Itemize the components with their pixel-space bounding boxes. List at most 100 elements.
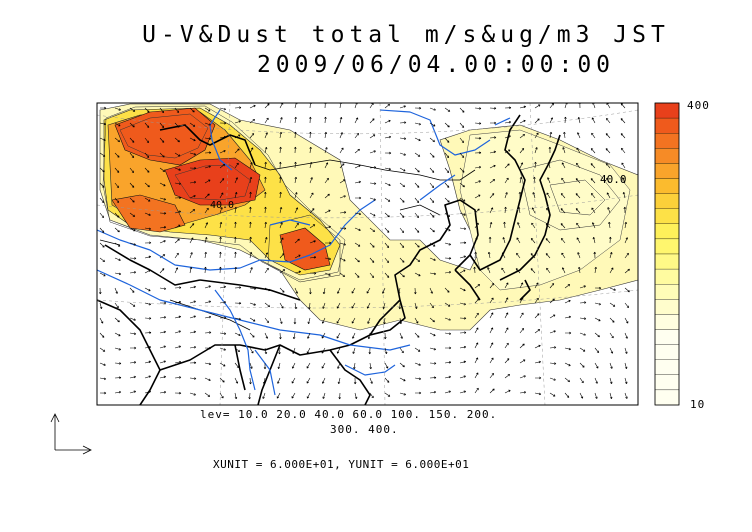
wind-arrow (204, 346, 212, 350)
wind-arrow (549, 131, 553, 139)
wind-arrow (489, 207, 494, 214)
wind-arrow (429, 107, 436, 111)
wind-arrow (429, 272, 437, 276)
wind-arrow (219, 164, 226, 169)
wind-arrow (504, 177, 509, 184)
wind-arrow (174, 196, 182, 200)
wind-arrow (309, 240, 316, 244)
wind-arrow (609, 287, 616, 291)
wind-arrow (309, 131, 312, 139)
wind-arrow (561, 252, 566, 259)
colorbar-swatch (654, 268, 680, 285)
wind-arrow (99, 332, 105, 338)
wind-arrow (429, 182, 434, 188)
wind-arrow (219, 362, 226, 367)
wind-arrow (144, 241, 152, 245)
wind-arrow (414, 122, 422, 126)
wind-arrow (204, 122, 211, 126)
wind-arrow (337, 377, 341, 385)
wind-arrow (474, 180, 481, 184)
wind-arrow (309, 192, 314, 199)
wind-arrow (189, 166, 197, 170)
colorbar-swatch (654, 344, 680, 360)
wind-arrow (609, 362, 613, 369)
wind-arrow (279, 176, 282, 184)
wind-arrow (489, 297, 494, 304)
wind-arrow (144, 197, 151, 202)
wind-arrow (249, 377, 252, 385)
wind-arrow (264, 287, 271, 292)
wind-arrow (264, 161, 267, 169)
wind-arrow (234, 120, 241, 124)
wind-arrow (292, 332, 296, 340)
wind-arrow (516, 252, 521, 259)
wind-arrow (219, 266, 222, 274)
wind-arrow (264, 302, 270, 308)
wind-arrow (219, 347, 226, 351)
wind-arrow (565, 331, 572, 335)
wind-arrow (594, 347, 600, 353)
wind-arrow (263, 363, 267, 370)
wind-arrow (306, 377, 311, 384)
wind-arrow (144, 212, 151, 216)
wind-arrow (577, 132, 581, 139)
wind-arrow (459, 317, 467, 320)
wind-arrow (159, 107, 165, 113)
wind-arrow (279, 146, 282, 154)
wind-arrow (429, 227, 435, 233)
wind-arrow (624, 252, 629, 259)
wind-arrow (129, 257, 137, 260)
wind-arrow (459, 227, 467, 230)
wind-arrow (369, 227, 375, 232)
wind-arrow (277, 377, 281, 384)
wind-arrow (369, 118, 375, 124)
wind-arrow (354, 164, 361, 169)
wind-arrow (579, 347, 586, 352)
wind-arrow (429, 242, 436, 247)
wind-arrow (249, 347, 254, 354)
wind-arrow (591, 193, 596, 199)
wind-arrow (502, 237, 506, 244)
wind-arrow (129, 271, 137, 274)
wind-arrow (144, 345, 152, 349)
wind-arrow (204, 222, 208, 229)
wind-arrow (308, 302, 311, 310)
wind-arrow (264, 317, 269, 323)
wind-arrow (291, 392, 296, 399)
wind-arrow (414, 227, 420, 233)
wind-arrow (159, 240, 166, 244)
wind-arrow (114, 137, 120, 143)
wind-arrow (367, 332, 371, 340)
wind-arrow (129, 227, 136, 232)
wind-arrow (624, 332, 628, 339)
wind-arrow (309, 146, 312, 154)
wind-arrow (608, 221, 611, 229)
wind-arrow (382, 287, 386, 294)
wind-arrow (594, 317, 601, 322)
wind-arrow (204, 315, 212, 319)
wind-arrow (174, 267, 179, 274)
wind-arrow (99, 302, 103, 310)
wind-arrow (489, 150, 497, 154)
wind-arrow (592, 222, 596, 229)
wind-arrow (620, 118, 626, 124)
wind-arrow (322, 287, 326, 295)
wind-arrow (621, 147, 626, 154)
colorbar-swatch (654, 374, 680, 391)
wind-arrow (234, 221, 237, 229)
wind-arrow (519, 375, 526, 379)
wind-arrow (307, 332, 311, 339)
wind-arrow (594, 286, 602, 290)
wind-arrow (324, 241, 332, 245)
wind-arrow (324, 257, 332, 261)
wind-arrow (339, 227, 347, 230)
wind-arrow (189, 285, 197, 289)
wind-arrow (384, 197, 391, 202)
wind-arrow (144, 137, 149, 143)
wind-arrow (384, 242, 390, 248)
wind-arrow (504, 192, 508, 199)
wind-arrow (429, 347, 437, 351)
colorbar-swatch (654, 238, 680, 255)
wind-arrow (501, 252, 506, 259)
wind-arrow (204, 193, 210, 199)
